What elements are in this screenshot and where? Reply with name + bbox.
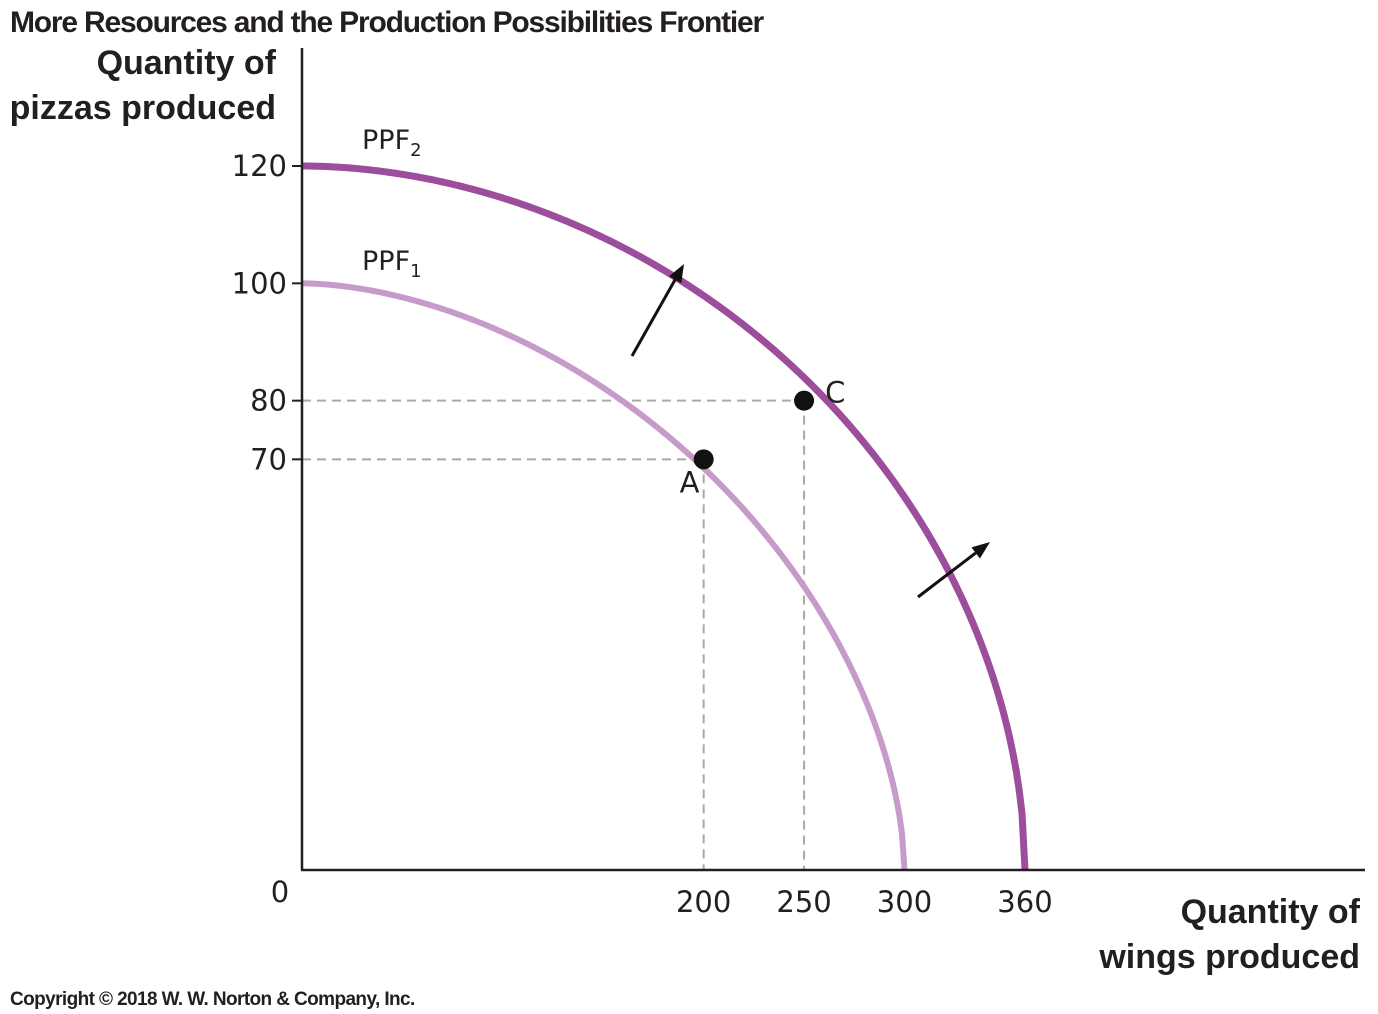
copyright-notice: Copyright © 2018 W. W. Norton & Company,… bbox=[10, 989, 415, 1010]
point-c-label: C bbox=[825, 376, 845, 410]
y-tick-label-70: 70 bbox=[250, 442, 287, 476]
x-axis-title: Quantity of wings produced bbox=[1098, 893, 1360, 976]
curve-labels: PPF1 PPF2 bbox=[362, 125, 422, 282]
ppf1-label: PPF1 bbox=[362, 246, 422, 282]
guide-lines bbox=[302, 399, 806, 870]
y-tick-label-120: 120 bbox=[232, 149, 287, 183]
y-axis-title-line-1: Quantity of bbox=[97, 44, 277, 82]
x-axis-title-line-2: wings produced bbox=[1098, 938, 1360, 976]
ppf1-curve bbox=[301, 280, 908, 871]
y-axis-title: Quantity of pizzas produced bbox=[10, 44, 277, 127]
x-tick-label-300: 300 bbox=[877, 885, 932, 919]
x-tick-label-360: 360 bbox=[997, 885, 1052, 919]
point-c bbox=[794, 390, 815, 411]
shift-arrows bbox=[630, 264, 990, 599]
x-tick-label-250: 250 bbox=[776, 885, 831, 919]
ppf2-label: PPF2 bbox=[362, 125, 422, 161]
ppf2-curve bbox=[301, 162, 1029, 871]
ppf-curves bbox=[301, 162, 1029, 871]
origin-label: 0 bbox=[271, 875, 289, 909]
y-ticks: 70 80 100 120 bbox=[232, 149, 302, 476]
point-a bbox=[693, 449, 714, 470]
y-tick-label-80: 80 bbox=[250, 384, 287, 418]
y-tick-label-100: 100 bbox=[232, 266, 287, 300]
chart-title: More Resources and the Production Possib… bbox=[10, 6, 764, 39]
points: AC bbox=[680, 376, 846, 500]
shift-arrow-2-shaft bbox=[917, 551, 977, 599]
point-a-label: A bbox=[680, 465, 700, 499]
x-tick-label-200: 200 bbox=[676, 885, 731, 919]
shift-arrow-1-head bbox=[669, 264, 684, 284]
x-axis-title-line-1: Quantity of bbox=[1181, 893, 1361, 931]
y-axis-title-line-2: pizzas produced bbox=[10, 89, 276, 127]
shift-arrow-2-head bbox=[971, 542, 990, 559]
shift-arrow-1-shaft bbox=[630, 278, 677, 357]
x-ticks: 200 250 300 360 bbox=[676, 885, 1053, 919]
